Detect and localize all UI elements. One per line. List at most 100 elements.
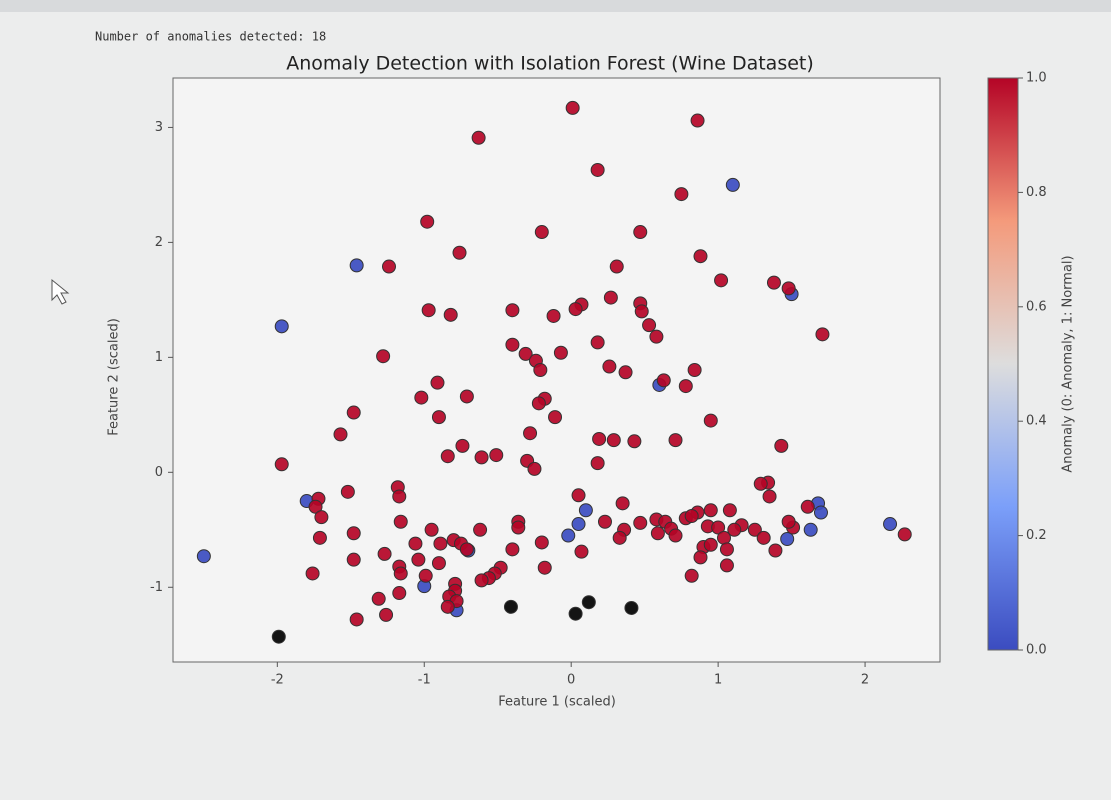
point xyxy=(815,327,830,342)
point xyxy=(440,599,455,614)
point xyxy=(459,542,474,557)
point xyxy=(602,359,617,374)
point xyxy=(719,542,734,557)
point xyxy=(565,100,580,115)
y-tick-label: 3 xyxy=(155,120,163,135)
point xyxy=(346,405,361,420)
point xyxy=(674,187,689,202)
point xyxy=(780,531,795,546)
point xyxy=(531,396,546,411)
point xyxy=(274,457,289,472)
point xyxy=(612,530,627,545)
point xyxy=(314,510,329,525)
colorbar-tick-label: 0.0 xyxy=(1026,643,1047,658)
point xyxy=(568,302,583,317)
colorbar-tick-label: 1.0 xyxy=(1026,71,1047,86)
point xyxy=(424,522,439,537)
point xyxy=(656,373,671,388)
point xyxy=(883,517,898,532)
point xyxy=(747,522,762,537)
point xyxy=(781,514,796,529)
point xyxy=(800,499,815,514)
point xyxy=(393,514,408,529)
point xyxy=(719,558,734,573)
cursor xyxy=(51,278,70,305)
point xyxy=(633,515,648,530)
point xyxy=(693,550,708,565)
x-tick-label: 0 xyxy=(567,673,575,688)
y-tick-label: -1 xyxy=(150,580,163,595)
point xyxy=(505,542,520,557)
point xyxy=(393,566,408,581)
point xyxy=(581,595,596,610)
point xyxy=(537,560,552,575)
top-bar xyxy=(0,0,1111,12)
point xyxy=(503,599,518,614)
point xyxy=(781,281,796,296)
point xyxy=(196,549,211,564)
point xyxy=(590,456,605,471)
point xyxy=(534,535,549,550)
point xyxy=(561,528,576,543)
y-tick-label: 2 xyxy=(155,235,163,250)
point xyxy=(527,461,542,476)
plot-area xyxy=(172,77,941,663)
y-axis-label: Feature 2 (scaled) xyxy=(107,318,122,436)
point xyxy=(349,258,364,273)
point xyxy=(592,431,607,446)
point xyxy=(534,225,549,240)
point xyxy=(333,427,348,442)
point xyxy=(421,303,436,318)
y-tick-label: 0 xyxy=(155,465,163,480)
point xyxy=(489,448,504,463)
point xyxy=(411,552,426,567)
point xyxy=(568,606,583,621)
colorbar-tick-label: 0.4 xyxy=(1026,414,1047,429)
point xyxy=(346,552,361,567)
colorbar-tick-label: 0.8 xyxy=(1026,185,1047,200)
point xyxy=(305,566,320,581)
point xyxy=(766,275,781,290)
point xyxy=(684,509,699,523)
point xyxy=(431,556,446,571)
point xyxy=(803,522,818,537)
point xyxy=(603,290,618,305)
point xyxy=(574,544,589,559)
point xyxy=(408,536,423,551)
colorbar-label: Anomaly (0: Anomaly, 1: Normal) xyxy=(1061,255,1076,472)
point xyxy=(678,379,693,394)
point xyxy=(756,530,771,545)
point xyxy=(430,375,445,390)
point xyxy=(553,345,568,360)
x-tick-label: -2 xyxy=(271,673,284,688)
point xyxy=(443,307,458,322)
point xyxy=(371,591,386,606)
x-axis-label: Feature 1 (scaled) xyxy=(498,695,616,710)
point xyxy=(897,527,912,542)
point xyxy=(271,629,286,644)
point xyxy=(687,363,702,377)
point xyxy=(693,249,708,264)
output-text: Number of anomalies detected: 18 xyxy=(95,30,326,44)
point xyxy=(473,522,488,537)
point xyxy=(377,546,392,561)
point xyxy=(571,517,586,532)
colorbar-tick-label: 0.2 xyxy=(1026,528,1047,543)
point xyxy=(505,303,520,318)
point xyxy=(606,433,621,448)
point xyxy=(627,434,642,449)
point xyxy=(725,177,740,192)
x-tick-label: 1 xyxy=(714,673,722,688)
point xyxy=(714,273,729,288)
point xyxy=(340,484,355,499)
point xyxy=(711,520,726,535)
point xyxy=(511,520,526,535)
point xyxy=(650,526,665,541)
point xyxy=(381,259,396,274)
point xyxy=(590,162,605,177)
point xyxy=(392,586,407,601)
point xyxy=(634,304,649,319)
point xyxy=(571,488,586,503)
colorbar xyxy=(987,77,1019,651)
